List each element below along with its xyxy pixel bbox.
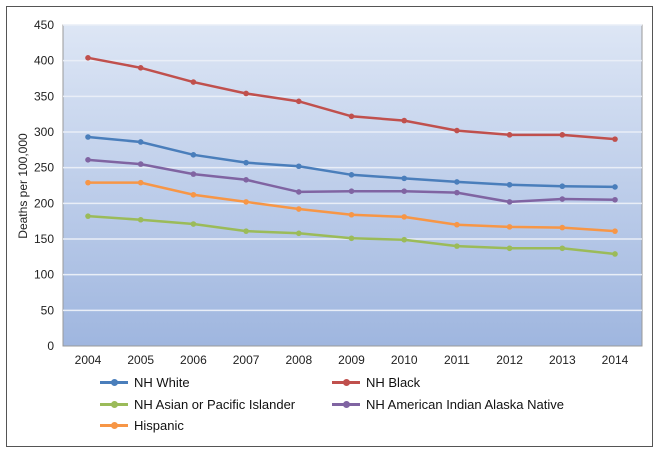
- data-point: [401, 175, 408, 182]
- data-point: [506, 245, 513, 252]
- y-tick-label: 150: [34, 232, 54, 246]
- legend-swatch: [100, 379, 128, 386]
- legend-label: NH Black: [366, 375, 421, 390]
- data-point: [85, 179, 91, 186]
- data-point: [348, 172, 355, 178]
- data-point: [85, 134, 91, 140]
- x-tick-label: 2011: [444, 353, 470, 367]
- legend-item: NH White: [100, 375, 190, 390]
- data-point: [190, 221, 197, 227]
- data-point: [348, 235, 355, 242]
- chart-frame: [6, 6, 653, 447]
- y-tick-label: 450: [34, 18, 54, 32]
- legend-item: NH Asian or Pacific Islander: [100, 397, 295, 412]
- data-point: [401, 188, 408, 195]
- data-point: [559, 224, 566, 231]
- data-point: [506, 132, 513, 138]
- data-point: [190, 171, 197, 177]
- legend-item: Hispanic: [100, 418, 184, 433]
- data-point: [296, 98, 302, 105]
- legend-swatch: [332, 379, 360, 386]
- y-tick-label: 200: [34, 196, 54, 210]
- data-point: [243, 228, 249, 234]
- y-axis-label: Deaths per 100,000: [16, 133, 30, 239]
- data-point: [190, 79, 197, 85]
- data-point: [454, 221, 460, 228]
- data-point: [243, 159, 249, 166]
- y-tick-label: 250: [34, 161, 54, 175]
- legend-swatch: [100, 401, 128, 408]
- data-point: [612, 136, 618, 142]
- y-tick-label: 50: [41, 303, 55, 317]
- y-tick-label: 400: [34, 54, 54, 68]
- data-point: [85, 55, 91, 61]
- y-tick-label: 350: [34, 89, 54, 103]
- data-point: [296, 206, 302, 212]
- x-tick-label: 2006: [180, 353, 207, 367]
- data-point: [137, 179, 144, 186]
- data-point: [401, 214, 408, 220]
- legend-label: NH Asian or Pacific Islander: [134, 397, 296, 412]
- x-tick-label: 2012: [496, 353, 523, 367]
- data-point: [401, 236, 408, 243]
- x-tick-label: 2009: [338, 353, 365, 367]
- data-point: [296, 189, 302, 195]
- data-point: [243, 199, 249, 205]
- data-point: [348, 211, 355, 218]
- legend-item: NH American Indian Alaska Native: [332, 397, 564, 412]
- legend-swatch: [100, 422, 128, 429]
- x-tick-label: 2010: [391, 353, 418, 367]
- data-point: [137, 65, 144, 71]
- data-point: [612, 196, 618, 203]
- data-point: [559, 196, 566, 202]
- data-point: [243, 176, 249, 183]
- data-point: [612, 184, 618, 190]
- data-point: [85, 213, 91, 219]
- data-point: [296, 230, 302, 237]
- data-point: [137, 161, 144, 167]
- data-point: [137, 216, 144, 223]
- legend-label: NH American Indian Alaska Native: [366, 397, 564, 412]
- data-point: [137, 139, 144, 145]
- data-point: [296, 163, 302, 170]
- data-point: [559, 245, 566, 252]
- data-point: [454, 179, 460, 185]
- x-tick-label: 2007: [233, 353, 260, 367]
- data-point: [506, 181, 513, 188]
- data-point: [348, 188, 355, 195]
- legend-swatch: [332, 401, 360, 408]
- data-point: [506, 199, 513, 205]
- y-tick-label: 300: [34, 125, 54, 139]
- x-tick-label: 2013: [549, 353, 576, 367]
- data-point: [612, 228, 618, 234]
- y-tick-label: 100: [34, 268, 54, 282]
- y-tick-label: 0: [47, 339, 54, 353]
- data-point: [454, 189, 460, 196]
- data-point: [559, 183, 566, 190]
- data-point: [401, 117, 408, 124]
- data-point: [190, 191, 197, 198]
- x-tick-label: 2014: [602, 353, 629, 367]
- x-tick-label: 2004: [75, 353, 102, 367]
- legend-item: NH Black: [332, 375, 420, 390]
- data-point: [243, 90, 249, 97]
- data-point: [85, 157, 91, 163]
- data-point: [348, 113, 355, 120]
- data-point: [612, 251, 618, 257]
- data-point: [506, 224, 513, 230]
- legend-label: Hispanic: [134, 418, 184, 433]
- x-tick-label: 2005: [127, 353, 154, 367]
- legend-label: NH White: [134, 375, 190, 390]
- data-point: [454, 243, 460, 249]
- data-point: [454, 127, 460, 134]
- data-point: [559, 132, 566, 138]
- x-tick-label: 2008: [285, 353, 312, 367]
- data-point: [190, 152, 197, 158]
